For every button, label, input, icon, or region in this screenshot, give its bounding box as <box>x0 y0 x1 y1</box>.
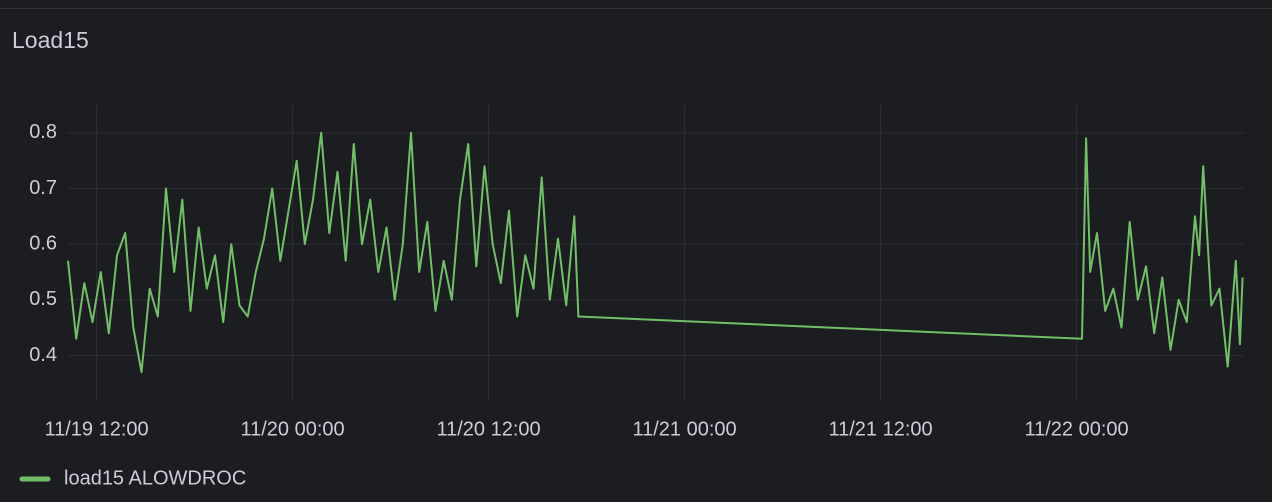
legend-label: load15 ALOWDROC <box>64 467 246 489</box>
y-tick-label: 0.6 <box>29 232 57 254</box>
y-tick-label: 0.5 <box>29 288 57 310</box>
panel-title: Load15 <box>12 27 89 53</box>
x-tick-label: 11/20 00:00 <box>240 418 344 440</box>
y-tick-label: 0.7 <box>29 177 57 199</box>
x-tick-label: 11/22 00:00 <box>1024 418 1128 440</box>
y-tick-label: 0.8 <box>29 121 57 143</box>
y-tick-label: 0.4 <box>29 344 57 366</box>
x-tick-label: 11/19 12:00 <box>44 418 148 440</box>
series-line <box>67 131 1244 374</box>
x-tick-label: 11/21 12:00 <box>828 418 932 440</box>
x-tick-label: 11/20 12:00 <box>436 418 540 440</box>
x-tick-label: 11/21 00:00 <box>632 418 736 440</box>
